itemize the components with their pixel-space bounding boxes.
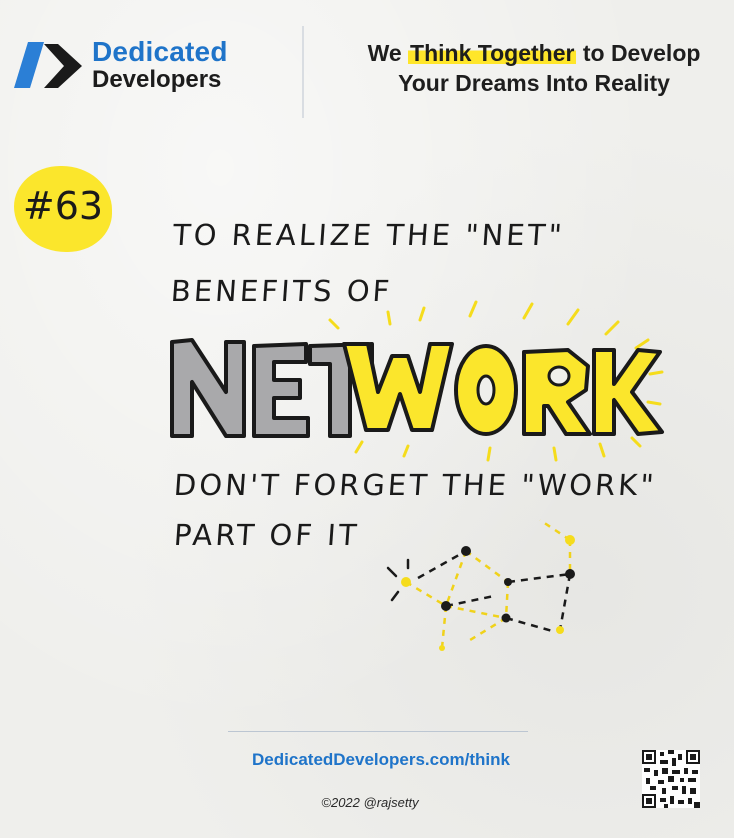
tagline-line2: Your Dreams Into Reality — [398, 70, 670, 96]
number-badge: #63 — [14, 166, 112, 252]
note-line3: DON'T FORGET THE "WORK" — [172, 468, 658, 502]
work-letters — [342, 342, 664, 436]
tagline: We Think Together to Develop Your Dreams… — [340, 38, 728, 98]
brand-line1: Dedicated — [92, 36, 228, 67]
copyright-text: ©2022 @rajsetty — [321, 795, 419, 810]
tagline-pre: We — [367, 40, 409, 66]
note-line4: PART OF IT — [172, 518, 361, 552]
work-counters — [476, 365, 571, 406]
logo-text: Dedicated Developers — [92, 38, 228, 92]
header-divider — [302, 26, 304, 118]
net-letters — [170, 338, 374, 438]
footer-divider — [228, 731, 528, 732]
dedicated-developers-logo-icon — [14, 42, 82, 88]
logo[interactable]: Dedicated Developers — [14, 38, 228, 92]
tagline-post: to Develop — [576, 40, 701, 66]
tagline-highlight: Think Together — [408, 40, 577, 66]
network-nodes-icon — [386, 518, 575, 651]
brand-line2: Developers — [92, 66, 222, 93]
qr-code-icon[interactable] — [642, 750, 700, 808]
footer-url-link[interactable]: DedicatedDevelopers.com/think — [252, 750, 510, 769]
badge-number: #63 — [22, 184, 104, 228]
